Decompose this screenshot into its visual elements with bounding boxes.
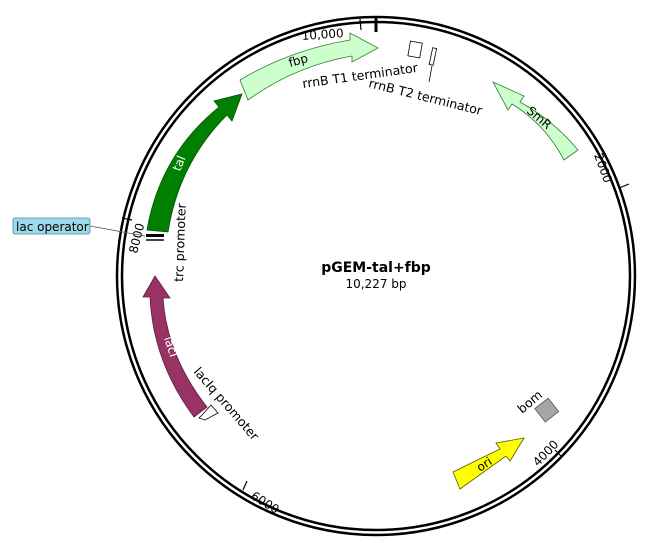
rrnb-t2-label: rrnB T2 terminator [367,75,484,118]
smr-arrow[interactable] [492,81,579,161]
rrnb-t1-box [407,40,423,59]
tick-8000 [121,217,133,221]
tick-label-6000: 6000 [248,489,281,517]
lac-operator-mark-2 [146,239,164,241]
ori-arrow[interactable] [452,437,525,490]
rrnb-t2-leader [428,65,433,83]
plasmid-name: pGEM-tal+fbp [321,260,431,276]
lac-operator-leader [89,225,146,237]
lac-operator-callout-box[interactable] [12,217,91,235]
plasmid-length: 10,227 bp [345,277,406,291]
fbp-label: fbp [287,51,310,70]
backbone-outer-ring [115,15,637,537]
rrnb-t2-box [428,47,438,66]
tick-10000 [359,18,362,31]
tick-6000 [242,480,248,491]
tick-4000 [554,449,563,458]
tick-2000 [618,183,630,189]
trc-promoter-label: trc promoter [171,202,189,282]
tick-label-8000: 8000 [126,222,147,255]
tal-arrow[interactable] [146,93,243,233]
tal-label: tal [170,154,189,174]
bom-box[interactable] [534,397,560,423]
tick-label-2000: 2000 [591,151,615,184]
tick-label-10000: 10,000 [301,26,344,43]
lac-operator-label: lac operator [16,220,89,234]
laci-label: lacI [161,335,181,359]
laci-arrow[interactable] [142,275,208,418]
lac-operator-mark [146,234,164,237]
laciq-promoter-arrow [198,404,219,421]
fbp-arrow[interactable] [239,32,379,101]
